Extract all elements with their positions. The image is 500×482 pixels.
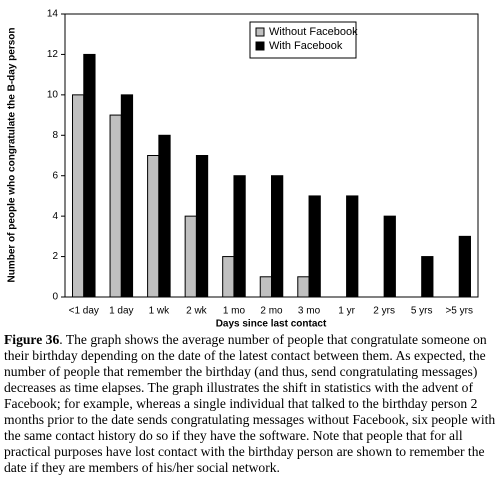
legend-swatch	[255, 27, 265, 37]
y-tick-label: 4	[52, 211, 58, 222]
y-tick-label: 2	[52, 251, 58, 262]
bar	[158, 134, 171, 298]
bar	[308, 195, 321, 298]
y-tick-label: 14	[47, 9, 59, 20]
bar	[109, 114, 122, 298]
x-tick-label: >5 yrs	[445, 306, 473, 317]
legend-box	[249, 21, 357, 59]
x-tick-label: 1 day	[109, 306, 133, 317]
bar	[421, 256, 434, 298]
bar	[222, 256, 235, 298]
bar	[271, 175, 284, 298]
bar	[346, 195, 359, 298]
caption: Figure 36. The graph shows the average n…	[4, 332, 496, 476]
y-tick-label: 8	[52, 130, 58, 141]
x-tick-label: 2 mo	[260, 306, 283, 317]
chart: Number of people who congratulate the B-…	[7, 9, 479, 330]
bar	[83, 53, 96, 298]
bar	[195, 155, 209, 298]
bar	[383, 215, 396, 298]
x-tick-label: 1 wk	[149, 306, 171, 317]
y-tick-label: 6	[52, 170, 58, 181]
x-tick-label: 2 yrs	[373, 306, 395, 317]
legend-label: Without Facebook	[269, 26, 358, 38]
bar	[184, 215, 197, 298]
bar	[120, 94, 134, 298]
bar	[259, 276, 272, 298]
y-tick-label: 0	[52, 292, 58, 303]
x-tick-label: 1 mo	[223, 306, 246, 317]
y-tick-label: 10	[47, 89, 59, 100]
x-tick-label: 2 wk	[186, 306, 208, 317]
bar	[72, 94, 85, 298]
bar	[297, 276, 310, 298]
caption-label: Figure 36	[4, 332, 60, 347]
bar	[233, 175, 246, 298]
legend-swatch	[255, 41, 265, 51]
bar	[147, 155, 160, 298]
legend-label: With Facebook	[269, 40, 343, 52]
caption-text: . The graph shows the average number of …	[4, 332, 496, 475]
x-axis-title: Days since last contact	[216, 319, 327, 330]
bar	[458, 235, 471, 298]
x-tick-label: 1 yr	[338, 306, 355, 317]
x-tick-label: 5 yrs	[411, 306, 433, 317]
y-tick-label: 12	[47, 49, 59, 60]
y-axis-title: Number of people who congratulate the B-…	[7, 27, 18, 282]
x-tick-label: <1 day	[69, 306, 99, 317]
x-tick-label: 3 mo	[298, 306, 321, 317]
